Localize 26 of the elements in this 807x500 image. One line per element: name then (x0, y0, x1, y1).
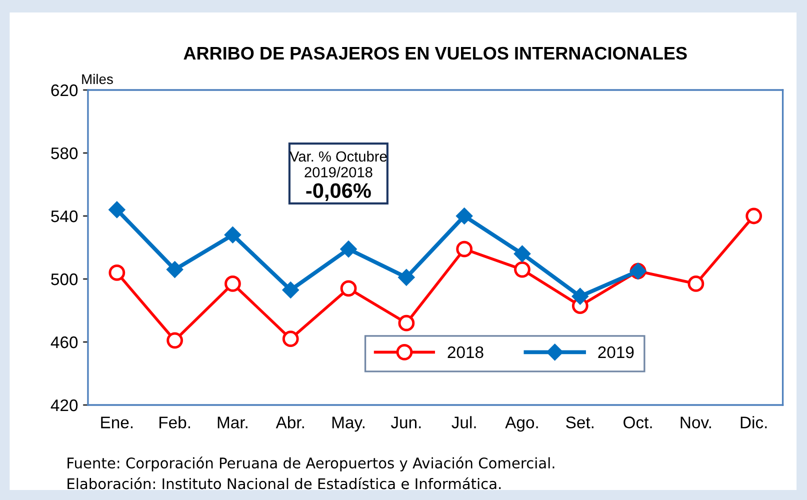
chart-title: ARRIBO DE PASAJEROS EN VUELOS INTERNACIONALES (184, 46, 687, 60)
x-tick-label: Jun. (390, 416, 421, 428)
text: Elaboración: Instituto Nacional de Estadística e Informática. (68, 477, 501, 490)
y-tick-label: 500 (51, 273, 78, 286)
x-tick-label: May. (332, 416, 364, 432)
x-tick-label: Dic. (740, 416, 767, 428)
x-tick-label: Nov. (680, 416, 711, 428)
legend-label: 2019 (598, 346, 634, 358)
source-note: Fuente: Corporación Peruana de Aeropuertos y Aviación Comercial. (68, 456, 554, 472)
annotation: -0,06% (306, 183, 371, 201)
x-tick-label: Abr. (276, 416, 304, 428)
y-axis-title: Miles (82, 74, 113, 84)
legend-label: 2018 (448, 346, 484, 358)
x-tick-label: Oct. (624, 416, 652, 428)
x-tick-label: Jul. (452, 416, 476, 428)
x-tick-label: Ago. (505, 416, 538, 432)
x-tick-label: Set. (566, 416, 594, 428)
x-tick-label: Ene. (101, 416, 133, 428)
y-tick-label: 540 (51, 210, 78, 222)
y-tick-label: 620 (51, 84, 78, 96)
x-tick-label: Mar. (218, 416, 248, 428)
y-tick-label: 420 (50, 399, 78, 412)
x-tick-label: Feb. (160, 416, 190, 428)
y-tick-label: 460 (50, 336, 78, 348)
annotation: 2019/2018 (304, 166, 372, 178)
y-tick-label: 580 (51, 147, 78, 160)
